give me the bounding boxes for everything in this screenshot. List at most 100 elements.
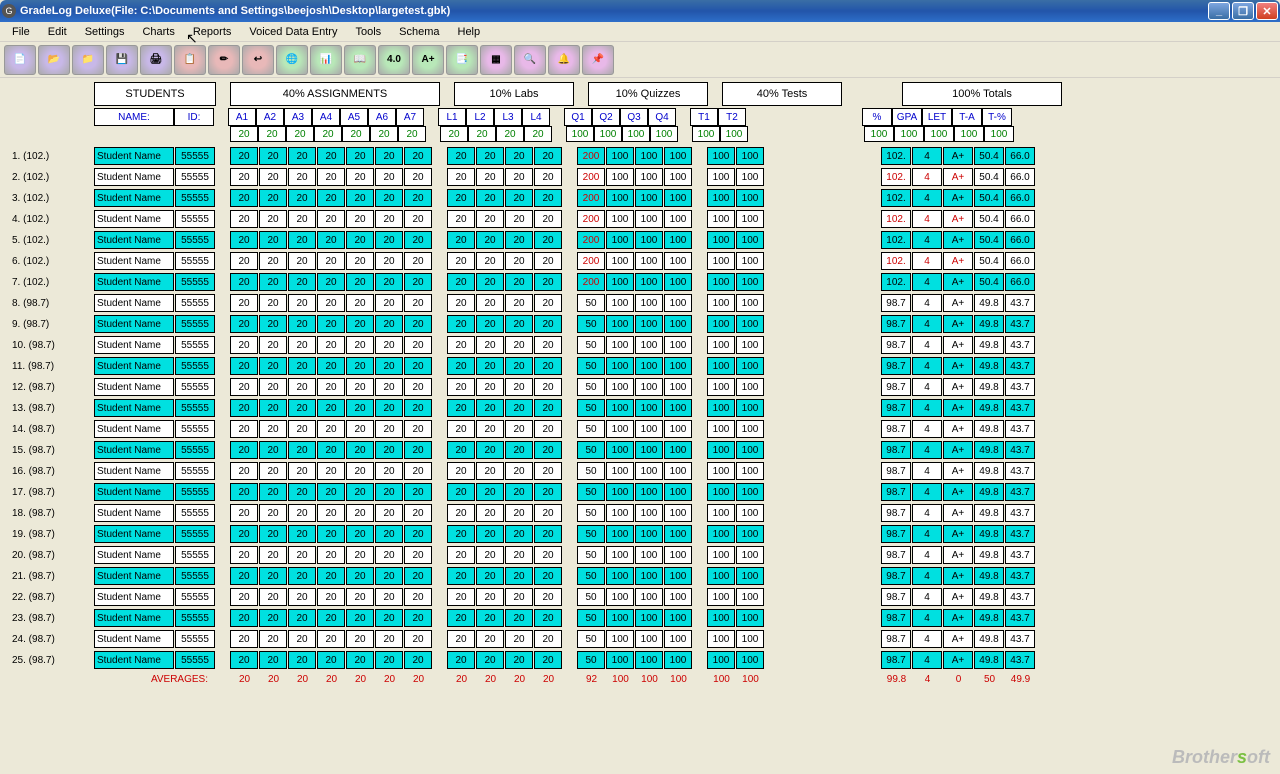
toolbar-button-14[interactable]: ▦: [480, 45, 512, 75]
data-cell[interactable]: 98.7: [881, 378, 911, 396]
toolbar-button-0[interactable]: 📄: [4, 45, 36, 75]
data-cell[interactable]: 20: [476, 441, 504, 459]
data-cell[interactable]: 20: [317, 441, 345, 459]
data-cell[interactable]: 49.8: [974, 399, 1004, 417]
data-cell[interactable]: 20: [404, 378, 432, 396]
data-cell[interactable]: 20: [505, 147, 533, 165]
data-cell[interactable]: 102.: [881, 231, 911, 249]
data-cell[interactable]: 50: [577, 357, 605, 375]
data-cell[interactable]: Student Name: [94, 420, 174, 438]
data-cell[interactable]: 20: [447, 189, 475, 207]
data-cell[interactable]: 20: [404, 609, 432, 627]
data-cell[interactable]: 100: [635, 546, 663, 564]
data-cell[interactable]: 4: [912, 462, 942, 480]
data-cell[interactable]: 100: [707, 252, 735, 270]
data-cell[interactable]: 20: [505, 462, 533, 480]
data-cell[interactable]: 55555: [175, 483, 215, 501]
column-header[interactable]: LET: [922, 108, 952, 126]
data-cell[interactable]: 4: [912, 609, 942, 627]
data-cell[interactable]: 20: [404, 525, 432, 543]
data-cell[interactable]: 20: [404, 399, 432, 417]
data-cell[interactable]: 20: [505, 336, 533, 354]
data-cell[interactable]: 100: [606, 567, 634, 585]
data-cell[interactable]: 102.: [881, 189, 911, 207]
data-cell[interactable]: 102.: [881, 210, 911, 228]
data-cell[interactable]: 20: [259, 651, 287, 669]
data-cell[interactable]: 50.4: [974, 168, 1004, 186]
data-cell[interactable]: 50: [577, 420, 605, 438]
data-cell[interactable]: 100: [736, 210, 764, 228]
data-cell[interactable]: A+: [943, 168, 973, 186]
data-cell[interactable]: 100: [606, 651, 634, 669]
data-cell[interactable]: 20: [288, 504, 316, 522]
column-header[interactable]: A1: [228, 108, 256, 126]
data-cell[interactable]: 100: [606, 189, 634, 207]
data-cell[interactable]: 20: [534, 651, 562, 669]
data-cell[interactable]: 100: [664, 231, 692, 249]
data-cell[interactable]: 50.4: [974, 273, 1004, 291]
data-cell[interactable]: 20: [447, 420, 475, 438]
data-cell[interactable]: 100: [635, 315, 663, 333]
data-cell[interactable]: 20: [288, 147, 316, 165]
data-cell[interactable]: 100: [736, 147, 764, 165]
data-cell[interactable]: 20: [476, 273, 504, 291]
data-cell[interactable]: 20: [230, 609, 258, 627]
toolbar-button-17[interactable]: 📌: [582, 45, 614, 75]
data-cell[interactable]: 100: [736, 189, 764, 207]
data-cell[interactable]: 20: [505, 630, 533, 648]
data-cell[interactable]: 20: [375, 147, 403, 165]
data-cell[interactable]: 20: [476, 336, 504, 354]
data-cell[interactable]: 20: [534, 357, 562, 375]
data-cell[interactable]: 66.0: [1005, 273, 1035, 291]
data-cell[interactable]: 100: [635, 189, 663, 207]
data-cell[interactable]: 100: [664, 210, 692, 228]
data-cell[interactable]: 20: [317, 609, 345, 627]
data-cell[interactable]: 20: [230, 294, 258, 312]
data-cell[interactable]: 49.8: [974, 336, 1004, 354]
data-cell[interactable]: 20: [317, 462, 345, 480]
data-cell[interactable]: 20: [476, 252, 504, 270]
data-cell[interactable]: 43.7: [1005, 504, 1035, 522]
table-row[interactable]: 10. (98.7)Student Name555552020202020202…: [4, 335, 1276, 355]
data-cell[interactable]: 20: [404, 588, 432, 606]
data-cell[interactable]: 20: [288, 651, 316, 669]
data-cell[interactable]: 20: [534, 273, 562, 291]
data-cell[interactable]: 100: [606, 210, 634, 228]
data-cell[interactable]: 20: [534, 483, 562, 501]
data-cell[interactable]: 102.: [881, 273, 911, 291]
data-cell[interactable]: 100: [606, 609, 634, 627]
data-cell[interactable]: 20: [447, 399, 475, 417]
data-cell[interactable]: A+: [943, 231, 973, 249]
data-cell[interactable]: 20: [317, 567, 345, 585]
data-cell[interactable]: 20: [317, 147, 345, 165]
data-cell[interactable]: 49.8: [974, 525, 1004, 543]
data-cell[interactable]: 49.8: [974, 567, 1004, 585]
data-cell[interactable]: 4: [912, 315, 942, 333]
data-cell[interactable]: 100: [707, 609, 735, 627]
toolbar-button-5[interactable]: 📋: [174, 45, 206, 75]
data-cell[interactable]: 100: [635, 525, 663, 543]
data-cell[interactable]: 100: [606, 525, 634, 543]
toolbar-button-8[interactable]: 🌐: [276, 45, 308, 75]
data-cell[interactable]: 20: [476, 462, 504, 480]
data-cell[interactable]: 98.7: [881, 315, 911, 333]
data-cell[interactable]: 50: [577, 651, 605, 669]
data-cell[interactable]: Student Name: [94, 504, 174, 522]
data-cell[interactable]: 98.7: [881, 525, 911, 543]
data-cell[interactable]: 20: [404, 189, 432, 207]
data-cell[interactable]: Student Name: [94, 252, 174, 270]
data-cell[interactable]: 20: [230, 252, 258, 270]
data-cell[interactable]: A+: [943, 315, 973, 333]
data-cell[interactable]: 20: [476, 294, 504, 312]
toolbar-button-15[interactable]: 🔍: [514, 45, 546, 75]
data-cell[interactable]: Student Name: [94, 378, 174, 396]
data-cell[interactable]: 100: [635, 588, 663, 606]
data-cell[interactable]: 20: [375, 189, 403, 207]
data-cell[interactable]: 20: [259, 210, 287, 228]
data-cell[interactable]: 20: [346, 483, 374, 501]
data-cell[interactable]: 20: [534, 441, 562, 459]
data-cell[interactable]: 100: [664, 357, 692, 375]
data-cell[interactable]: 20: [230, 210, 258, 228]
data-cell[interactable]: 43.7: [1005, 294, 1035, 312]
menu-reports[interactable]: Reports: [185, 24, 240, 40]
